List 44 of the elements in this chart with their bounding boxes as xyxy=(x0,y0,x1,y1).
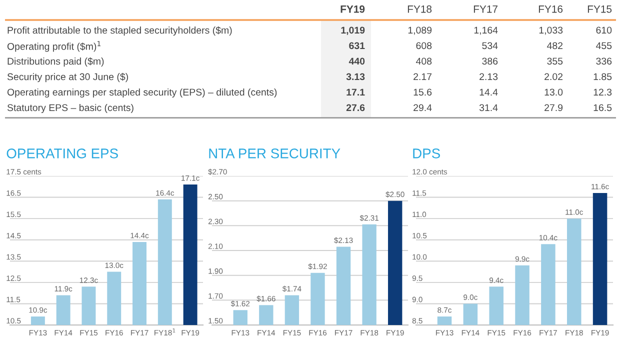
category-label: FY19 xyxy=(340,5,365,13)
text: 631 xyxy=(349,42,365,50)
text: 14.4 xyxy=(480,88,498,96)
text: 455 xyxy=(596,42,612,50)
text: 1,019 xyxy=(341,26,365,36)
category-label: Operating earnings per stapled security (EPS) – diluted (cents) xyxy=(7,88,277,98)
text: 608 xyxy=(416,42,432,50)
category-label: FY17 xyxy=(474,6,498,13)
text: 440 xyxy=(348,58,365,65)
category-label: Distributions paid ($m) xyxy=(8,57,104,67)
chart-title: OPERATING EPS xyxy=(6,148,118,158)
text: 27.6 xyxy=(346,104,365,112)
text: 355 xyxy=(547,58,563,65)
text: 1.85 xyxy=(594,73,612,80)
text: 17.1 xyxy=(346,88,365,96)
text: 16.5 xyxy=(594,104,612,112)
text: 2.17 xyxy=(414,73,432,80)
text: 336 xyxy=(596,58,612,65)
text: 610 xyxy=(596,26,612,34)
text: 482 xyxy=(547,42,563,50)
category-label: FY16 xyxy=(538,5,563,13)
category-label: FY18 xyxy=(408,5,432,13)
text: 12.3 xyxy=(594,88,612,96)
text: 27.9 xyxy=(544,104,563,112)
category-label: Statutory EPS – basic (cents) xyxy=(7,104,134,114)
text: 2.13 xyxy=(480,73,498,80)
text: 29.4 xyxy=(414,104,432,112)
text: 1,164 xyxy=(474,26,498,35)
text: 2.02 xyxy=(544,73,563,80)
text: 534 xyxy=(482,42,498,50)
category-label: Operating profit ($m)$^{1}$ xyxy=(7,41,100,52)
text: 31.4 xyxy=(479,104,498,112)
chart-title: DPS xyxy=(413,148,440,158)
text: 1,033 xyxy=(539,26,563,35)
text: 408 xyxy=(416,58,432,65)
chart-title: NTA PER SECURITY xyxy=(209,148,340,158)
text: 1,089 xyxy=(408,26,432,35)
text: 15.6 xyxy=(414,88,432,96)
text: 386 xyxy=(482,58,498,65)
text: 13.0 xyxy=(544,88,563,96)
category-label: Profit attributable to the stapled securityholders ($m) xyxy=(8,26,232,36)
category-label: FY15 xyxy=(588,6,612,13)
text: 3.13 xyxy=(346,73,365,80)
category-label: Security price at 30 June ($) xyxy=(7,72,128,82)
